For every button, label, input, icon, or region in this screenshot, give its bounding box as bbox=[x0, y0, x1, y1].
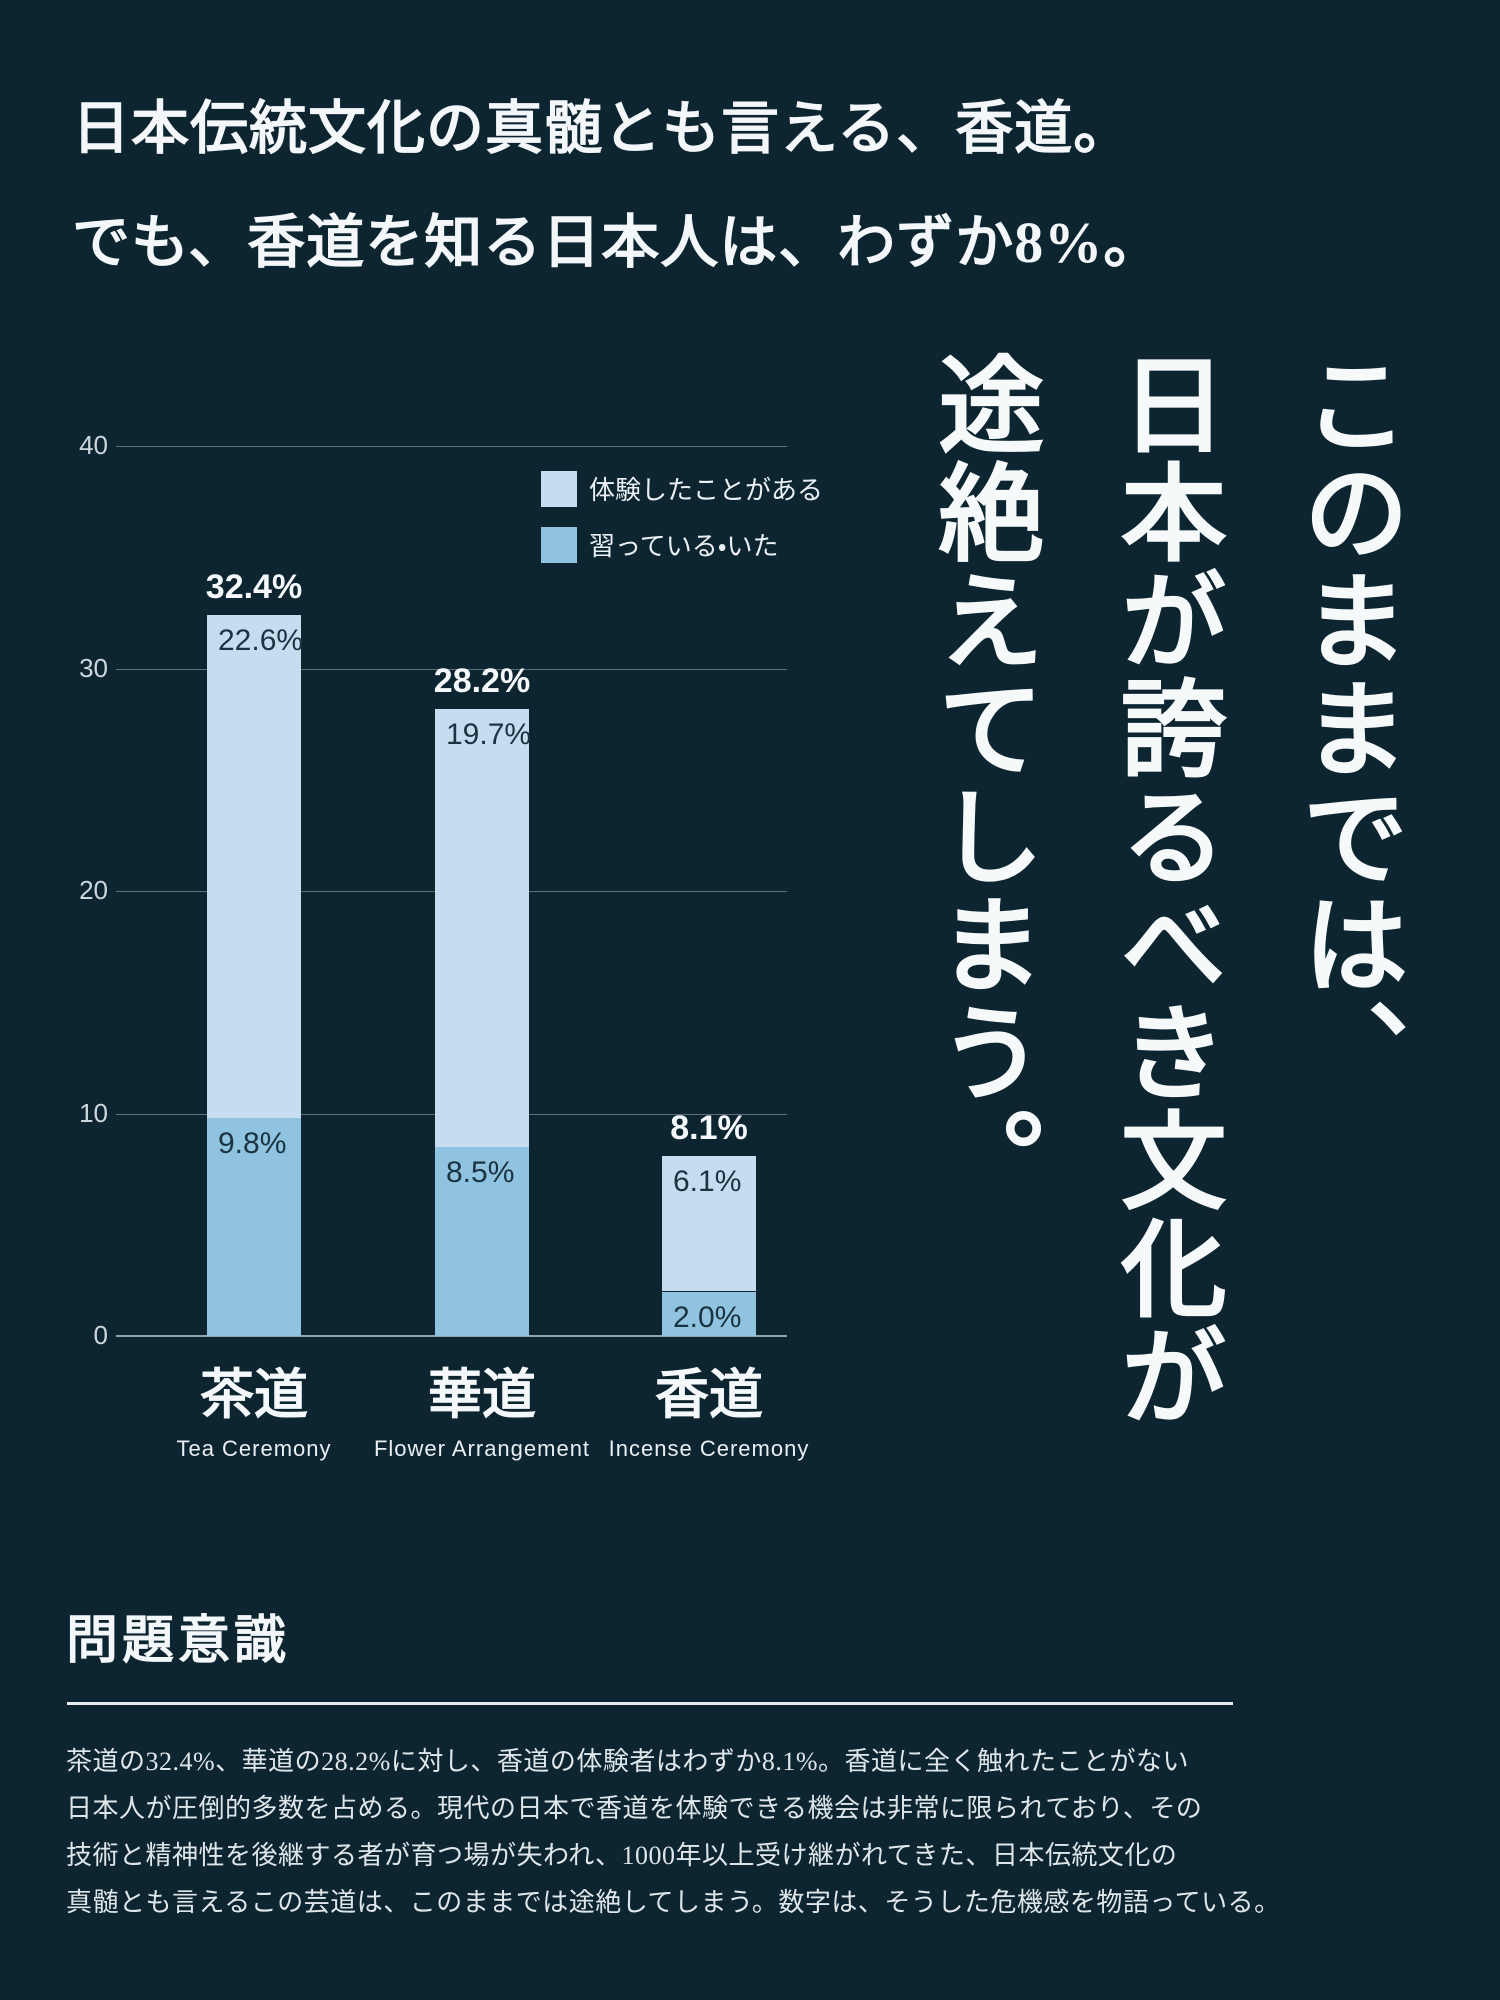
bar-learned-segment bbox=[662, 1291, 756, 1336]
y-axis-tick-label: 10 bbox=[79, 1097, 108, 1128]
problem-heading: 問題意識 bbox=[66, 1613, 291, 1670]
top-headline: 日本伝統文化の真髄とも言える、香道。 でも、香道を知る日本人は、わずか8%。 bbox=[72, 72, 1162, 300]
problem-heading-rule bbox=[67, 1702, 1233, 1705]
vertical-headline-col3: 途絶えてしまう。 bbox=[922, 350, 1040, 1214]
vertical-headline-col1: このままでは、 bbox=[1287, 350, 1404, 1106]
bar-learned-label: 2.0% bbox=[673, 1300, 742, 1334]
legend-label-learned: 習っている・いた bbox=[589, 531, 779, 561]
y-axis-tick-label: 40 bbox=[79, 430, 108, 460]
bar-experienced-segment bbox=[662, 1155, 756, 1292]
bar-experienced-label: 22.6% bbox=[218, 624, 304, 658]
problem-paragraph-line4: 真髄とも言えるこの芸道は、このままでは途絶してしまう。数字は、そうした危機感を物… bbox=[66, 1888, 1281, 1917]
bar-experienced-segment bbox=[435, 708, 529, 1147]
problem-paragraph-line3: 技術と精神性を後継する者が育つ場が失われ、1000年以上受け継がれてきた、日本伝… bbox=[66, 1841, 1178, 1870]
legend-swatch-experienced bbox=[541, 470, 577, 507]
top-headline-line1: 日本伝統文化の真髄とも言える、香道。 bbox=[72, 96, 1133, 161]
y-axis-tick-label: 30 bbox=[79, 652, 108, 683]
problem-paragraph-line2: 日本人が圧倒的多数を占める。現代の日本で香道を体験できる機会は非常に限られており… bbox=[66, 1794, 1203, 1823]
category-sublabel: Flower Arrangement bbox=[373, 1436, 591, 1461]
chart-legend: 体験したことがある 習っている・いた bbox=[541, 470, 823, 582]
bar-experienced-segment bbox=[207, 615, 301, 1118]
bar-total-label: 32.4% bbox=[205, 568, 303, 607]
bar-learned-label: 9.8% bbox=[218, 1126, 287, 1160]
legend-swatch-learned bbox=[541, 526, 577, 563]
category-label: 華道 bbox=[428, 1365, 536, 1425]
bar-experienced-label: 19.7% bbox=[446, 717, 532, 751]
x-axis-line bbox=[116, 1335, 787, 1337]
bar-learned-label: 8.5% bbox=[446, 1155, 515, 1189]
legend-row-learned: 習っている・いた bbox=[541, 526, 823, 563]
category-label: 茶道 bbox=[200, 1365, 308, 1425]
category-sublabel: Incense Ceremony bbox=[608, 1436, 810, 1461]
vertical-headline-col2: 日本が誇るべき文化が bbox=[1104, 350, 1222, 1430]
problem-paragraph-line1: 茶道の32.4%、華道の28.2%に対し、香道の体験者はわずか8.1%。香道に全… bbox=[66, 1747, 1189, 1776]
category-sublabel: Tea Ceremony bbox=[176, 1436, 332, 1461]
bar-total-label: 28.2% bbox=[433, 661, 531, 700]
legend-label-experienced: 体験したことがある bbox=[589, 475, 824, 505]
bar-experienced-label: 6.1% bbox=[673, 1164, 742, 1198]
bar-total-label: 8.1% bbox=[670, 1108, 748, 1147]
vertical-headline: このままでは、 日本が誇るべき文化が 途絶えてしまう。 bbox=[889, 350, 1436, 1530]
bar-learned-segment bbox=[435, 1146, 529, 1336]
y-axis-tick-label: 0 bbox=[93, 1320, 108, 1350]
gridline bbox=[116, 668, 787, 670]
y-axis-tick-label: 20 bbox=[79, 875, 108, 905]
bar-learned-segment bbox=[207, 1117, 301, 1336]
category-label: 香道 bbox=[655, 1365, 763, 1425]
legend-row-experienced: 体験したことがある bbox=[541, 470, 823, 507]
gridline bbox=[116, 446, 787, 447]
problem-paragraph: 茶道の32.4%、華道の28.2%に対し、香道の体験者はわずか8.1%。香道に全… bbox=[66, 1738, 1281, 1926]
top-headline-line2: でも、香道を知る日本人は、わずか8%。 bbox=[72, 210, 1163, 275]
